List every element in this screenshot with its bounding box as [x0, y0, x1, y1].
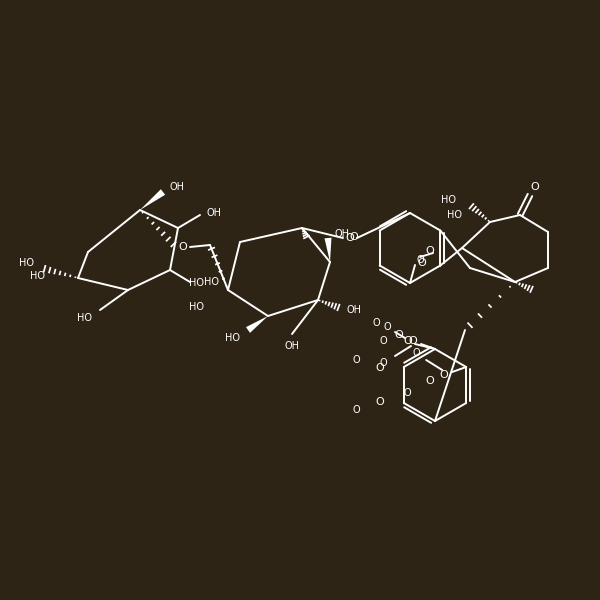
Text: OH: OH — [170, 182, 185, 192]
Text: O: O — [412, 348, 420, 358]
Text: OH: OH — [335, 229, 349, 239]
Text: HO: HO — [30, 271, 45, 281]
Text: O: O — [179, 242, 187, 252]
Text: O: O — [425, 246, 434, 256]
Text: HO: HO — [188, 302, 203, 312]
Text: O: O — [352, 355, 360, 365]
Text: O: O — [346, 233, 355, 243]
Text: O: O — [404, 336, 412, 346]
Text: O: O — [394, 330, 403, 340]
Text: OH: OH — [284, 341, 299, 351]
Text: HO: HO — [440, 195, 455, 205]
Polygon shape — [140, 189, 165, 210]
Text: O: O — [376, 363, 385, 373]
Text: O: O — [376, 397, 385, 407]
Text: O: O — [440, 370, 449, 380]
Text: O: O — [352, 405, 360, 415]
Text: O: O — [350, 232, 358, 242]
Polygon shape — [246, 316, 268, 333]
Text: HO: HO — [204, 277, 219, 287]
Text: HO: HO — [224, 333, 239, 343]
Text: O: O — [425, 376, 434, 386]
Text: O: O — [416, 255, 424, 265]
Text: HO: HO — [448, 210, 463, 220]
Polygon shape — [325, 238, 331, 262]
Text: O: O — [379, 358, 387, 368]
Text: O: O — [530, 182, 539, 192]
Text: O: O — [409, 336, 418, 346]
Text: HO: HO — [188, 278, 203, 288]
Text: OH: OH — [206, 208, 221, 218]
Text: O: O — [373, 318, 380, 328]
Text: HO: HO — [19, 258, 34, 268]
Text: HO: HO — [77, 313, 91, 323]
Text: O: O — [404, 388, 411, 398]
Text: O: O — [383, 322, 391, 332]
Text: O: O — [379, 336, 387, 346]
Text: OH: OH — [347, 305, 361, 315]
Text: O: O — [418, 258, 427, 268]
